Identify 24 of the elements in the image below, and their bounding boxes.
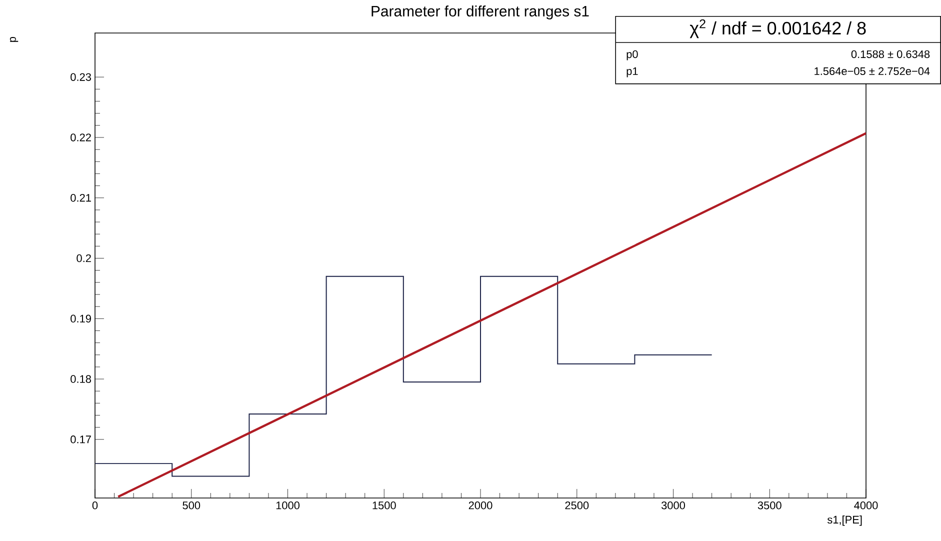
- x-axis-title: s1,[PE]: [827, 516, 862, 526]
- y-tick-label: 0.17: [70, 436, 91, 444]
- x-tick-label: 3000: [661, 502, 686, 510]
- annotation: χ$^{2}$ / ndf = 0.001642 / 8: [690, 19, 866, 38]
- x-tick-label: 2000: [468, 502, 492, 510]
- y-tick-label: 0.23: [70, 73, 91, 81]
- chart-title: Parameter for different ranges s1: [372, 6, 589, 20]
- y-tick-label: 0.22: [70, 134, 91, 142]
- y-tick-label: 0.19: [70, 314, 91, 323]
- x-tick-label: 4000: [854, 502, 878, 510]
- annotation: p1: [626, 67, 638, 78]
- y-tick-label: 0.2: [76, 254, 91, 262]
- x-tick-label: 1500: [372, 502, 396, 510]
- x-tick-label: 3500: [758, 502, 782, 510]
- annotation: 1.564e−05 ± 2.752e−04: [814, 67, 930, 76]
- x-tick-label: 500: [182, 502, 200, 510]
- annotation: 0.1588 ± 0.6348: [851, 50, 930, 58]
- y-tick-label: 0.21: [70, 194, 91, 202]
- y-axis-title: p: [10, 36, 18, 42]
- annotation: p0: [626, 50, 638, 60]
- x-tick-label: 0: [92, 502, 98, 510]
- x-tick-label: 2500: [565, 502, 589, 510]
- y-tick-label: 0.18: [70, 375, 91, 383]
- x-tick-label: 1000: [276, 502, 300, 510]
